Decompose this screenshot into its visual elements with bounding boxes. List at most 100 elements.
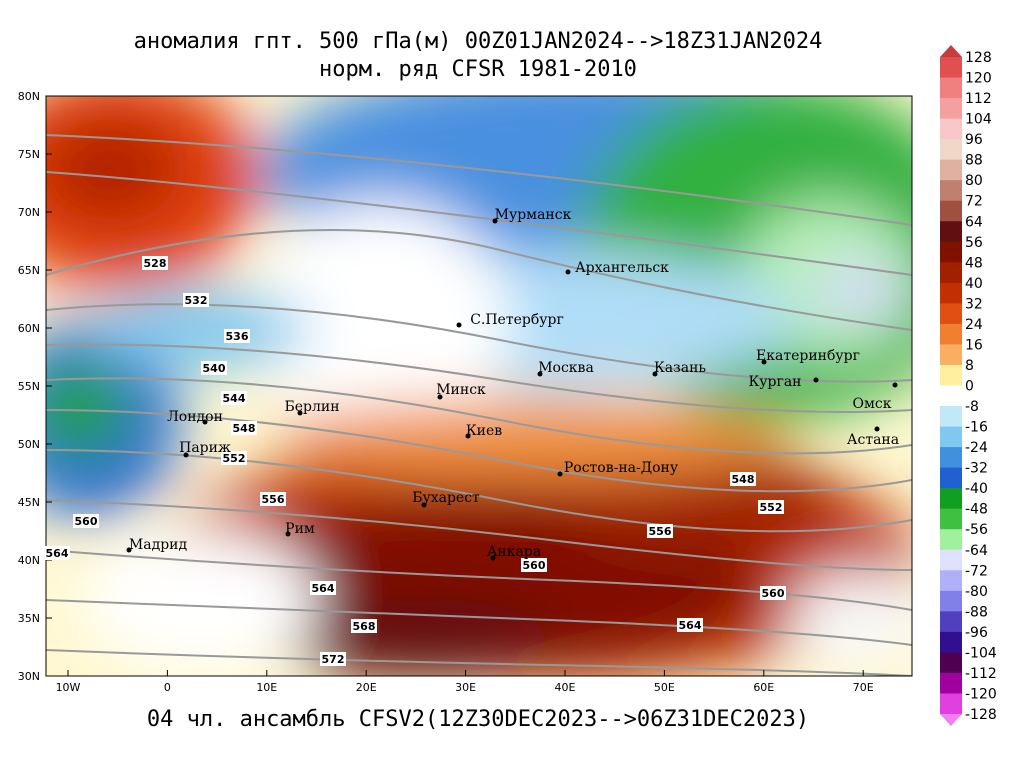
colorbar-box	[940, 447, 962, 469]
contour-label-bg	[224, 329, 250, 343]
lat-label: 75N	[18, 148, 40, 161]
city-label: Минск	[436, 382, 486, 398]
colorbar-label: 80	[965, 173, 983, 189]
city-dot	[126, 547, 132, 553]
lat-label: 40N	[18, 554, 40, 567]
city-label: Казань	[654, 360, 706, 376]
colorbar-label: 104	[965, 112, 992, 128]
colorbar-label: -104	[965, 645, 997, 661]
contour-label-bg	[730, 472, 756, 486]
colorbar-label: -48	[965, 502, 988, 518]
lon-label: 20E	[356, 681, 377, 694]
city-dot	[537, 371, 543, 377]
city-label: Курган	[748, 374, 801, 390]
lat-label: 45N	[18, 496, 40, 509]
city-label: Мадрид	[129, 537, 188, 553]
city-label: Бухарест	[412, 490, 480, 506]
colorbar-label: 120	[965, 71, 992, 87]
colorbar-box	[940, 139, 962, 161]
city-dot	[285, 531, 291, 537]
contour-label-bg	[521, 558, 547, 572]
city-dot	[557, 471, 563, 477]
contour-label: 540	[203, 362, 226, 375]
contour-label-bg	[760, 586, 786, 600]
colorbar-box	[940, 631, 962, 653]
city-label: Берлин	[284, 399, 339, 415]
city-label: Анкара	[487, 544, 541, 560]
city-dot	[421, 502, 427, 508]
city-dot	[465, 433, 471, 439]
colorbar-box	[940, 672, 962, 694]
city-dot	[652, 371, 658, 377]
colorbar-box	[940, 611, 962, 633]
colorbar-label: 96	[965, 132, 983, 148]
footer: 04 чл. ансамбль CFSV2(12Z30DEC2023-->06Z…	[147, 707, 809, 732]
contour-label-bg	[73, 514, 99, 528]
colorbar-label: 56	[965, 235, 983, 251]
city-dot	[297, 410, 303, 416]
colorbar-label: 72	[965, 194, 983, 210]
colorbar-box	[940, 77, 962, 99]
colorbar-label: -40	[965, 481, 988, 497]
colorbar-box	[940, 364, 962, 386]
colorbar-label: -72	[965, 563, 988, 579]
colorbar-arrow-top	[940, 45, 962, 57]
city-label: Астана	[847, 432, 899, 448]
colorbar-box	[940, 98, 962, 120]
colorbar-label: -64	[965, 543, 988, 559]
lon-label: 40E	[555, 681, 576, 694]
colorbar-label: -128	[965, 707, 997, 723]
colorbar-label: 88	[965, 153, 983, 169]
subtitle: норм. ряд CFSR 1981-2010	[319, 57, 637, 82]
contour-label: 560	[762, 587, 785, 600]
lat-label: 70N	[18, 206, 40, 219]
contour-label: 560	[75, 515, 98, 528]
colorbar-box	[940, 549, 962, 571]
city-label: Омск	[853, 396, 892, 412]
colorbar-label: 64	[965, 214, 983, 230]
city-dot	[565, 269, 571, 275]
contour-label: 548	[732, 473, 755, 486]
contour-label-bg	[221, 391, 247, 405]
city-dot	[892, 382, 898, 388]
city-label: Москва	[538, 360, 594, 376]
colorbar-label: 16	[965, 337, 983, 353]
contour-label: 564	[679, 619, 702, 632]
colorbar-label: -16	[965, 420, 988, 436]
contour-label: 552	[760, 501, 783, 514]
lon-label: 30E	[455, 681, 476, 694]
contour-label-bg	[231, 421, 257, 435]
city-label: Рим	[285, 521, 315, 537]
contour-label-bg	[183, 293, 209, 307]
lon-label: 10E	[256, 681, 277, 694]
lat-label: 60N	[18, 322, 40, 335]
contour-label: 528	[144, 257, 167, 270]
colorbar-box	[940, 426, 962, 448]
lat-label: 50N	[18, 438, 40, 451]
contour-label-bg	[677, 618, 703, 632]
colorbar-box	[940, 282, 962, 304]
city-dot	[490, 555, 496, 561]
city-label: Лондон	[167, 409, 223, 425]
contour-label-bg	[310, 581, 336, 595]
colorbar-box	[940, 200, 962, 222]
colorbar-box	[940, 262, 962, 284]
city-dot	[183, 452, 189, 458]
colorbar-box	[940, 652, 962, 674]
colorbar-box	[940, 385, 962, 407]
colorbar-box	[940, 467, 962, 489]
city-label: С.Петербург	[470, 312, 564, 328]
lat-label: 35N	[18, 612, 40, 625]
contour-label: 572	[322, 653, 345, 666]
colorbar-box	[940, 590, 962, 612]
colorbar-label: 8	[965, 358, 974, 374]
contour-label: 544	[223, 392, 246, 405]
lat-label: 80N	[18, 90, 40, 103]
contour-label: 564	[46, 547, 69, 560]
lat-label: 65N	[18, 264, 40, 277]
colorbar-label: -80	[965, 584, 988, 600]
contour-label-bg	[44, 546, 70, 560]
city-label: Мурманск	[495, 207, 572, 223]
colorbar-box	[940, 57, 962, 79]
colorbar-label: -56	[965, 522, 988, 538]
